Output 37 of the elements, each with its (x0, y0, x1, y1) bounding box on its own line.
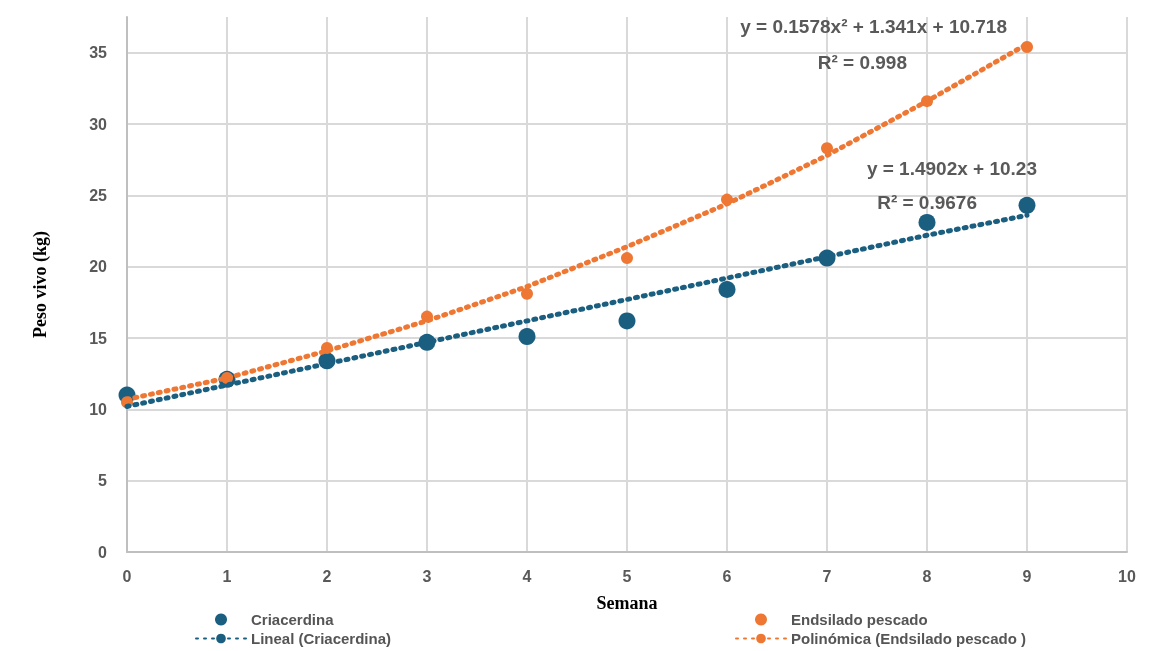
x-tick-label: 4 (522, 567, 532, 585)
legend-label: Endsilado pescado (791, 611, 928, 628)
point (821, 142, 833, 155)
x-tick-label: 2 (322, 567, 332, 585)
point (918, 213, 936, 231)
x-tick-label: 1 (222, 567, 232, 585)
y-tick-label: 10 (89, 400, 108, 418)
y-tick-label: 15 (89, 329, 108, 347)
x-tick-label: 9 (1022, 567, 1032, 585)
point (621, 252, 633, 265)
y-tick-label: 25 (89, 186, 108, 204)
x-tick-label: 6 (722, 567, 732, 585)
legend-label: Criacerdina (251, 611, 335, 628)
y-axis-title: Peso vivo (kg) (30, 231, 51, 338)
x-tick-label: 5 (622, 567, 632, 585)
annotation: y = 0.1578x² + 1.341x + 10.718 (740, 16, 1007, 38)
y-tick-label: 5 (98, 472, 108, 490)
point (618, 312, 636, 330)
point (1018, 196, 1036, 214)
annotation: R² = 0.9676 (877, 191, 977, 213)
y-tick-label: 35 (89, 44, 108, 62)
y-tick-label: 30 (89, 115, 108, 133)
x-tick-label: 10 (1118, 567, 1136, 585)
legend-label: Lineal (Criacerdina) (251, 630, 392, 647)
x-tick-label: 0 (122, 567, 132, 585)
point (518, 328, 536, 346)
x-tick-label: 3 (422, 567, 432, 585)
y-tick-label: 20 (89, 258, 108, 276)
y-tick-label: 0 (98, 543, 108, 561)
x-tick-label: 7 (822, 567, 832, 585)
annotation: R² = 0.998 (817, 52, 907, 74)
point (718, 281, 736, 298)
x-axis-title: Semana (596, 593, 658, 613)
point (521, 287, 533, 300)
annotation: y = 1.4902x + 10.23 (866, 157, 1037, 179)
legend-label: Polinómica (Endsilado pescado ) (791, 630, 1027, 647)
x-tick-label: 8 (922, 567, 932, 585)
